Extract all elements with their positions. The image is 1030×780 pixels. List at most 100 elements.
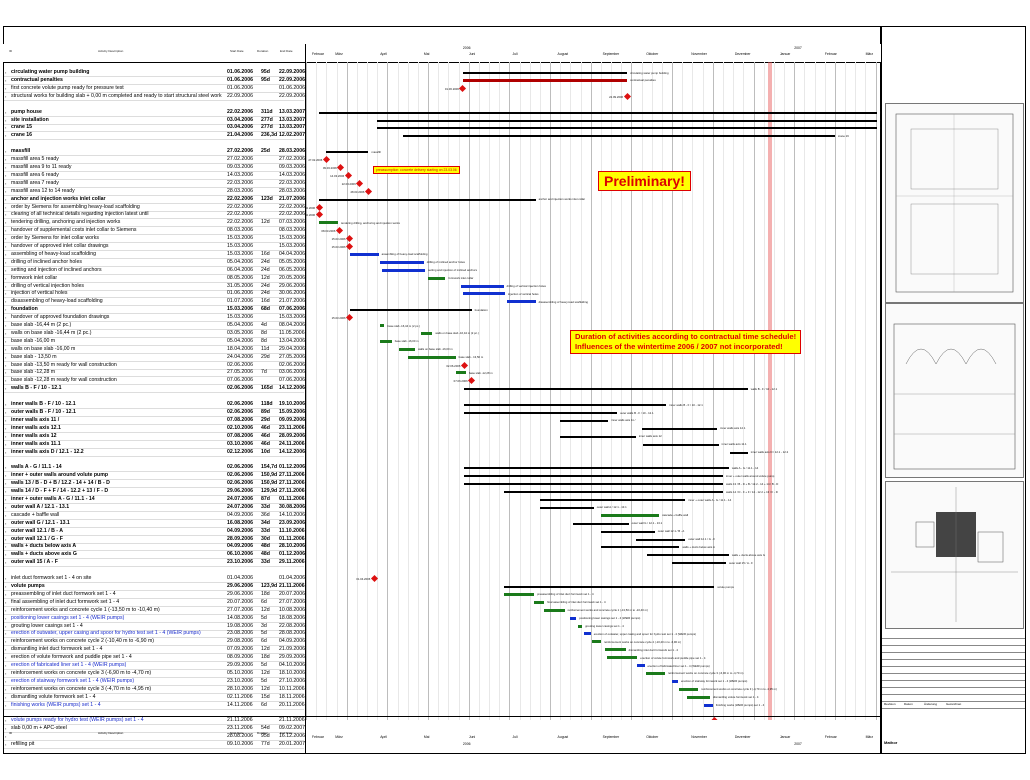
bar-label: erection of fabricated liner set 1 - 4 (… bbox=[647, 663, 710, 668]
summary-bar[interactable] bbox=[643, 443, 719, 446]
summary-bar[interactable] bbox=[464, 467, 729, 470]
summary-bar[interactable] bbox=[600, 546, 680, 549]
task-bar[interactable] bbox=[506, 300, 536, 304]
bar-label: walls on base slab -16,00 m bbox=[417, 347, 453, 352]
summary-bar[interactable] bbox=[730, 451, 748, 454]
task-bar[interactable] bbox=[407, 355, 456, 359]
milestone-marker[interactable] bbox=[459, 84, 467, 92]
summary-bar[interactable] bbox=[464, 483, 723, 486]
activity-name: circulating water pump building bbox=[11, 69, 90, 75]
summary-bar[interactable] bbox=[560, 419, 609, 422]
task-bar[interactable] bbox=[679, 687, 699, 691]
task-bar[interactable] bbox=[428, 276, 446, 280]
row-marker-icon: ▪ bbox=[5, 639, 7, 645]
activity-duration: 8d bbox=[261, 337, 267, 344]
footer-id-label: ID bbox=[9, 731, 12, 735]
summary-bar[interactable] bbox=[647, 554, 729, 557]
task-bar[interactable] bbox=[503, 592, 535, 596]
task-bar[interactable] bbox=[398, 347, 415, 351]
summary-bar[interactable] bbox=[503, 491, 723, 494]
summary-bar[interactable] bbox=[560, 435, 636, 438]
activity-name: base slab -13,50 m ready for wall constr… bbox=[11, 361, 117, 368]
task-bar[interactable] bbox=[704, 703, 713, 707]
task-bar[interactable] bbox=[380, 260, 424, 264]
bar-label: erection of stairway formwork set 1 - 4 … bbox=[680, 679, 748, 684]
summary-bar[interactable] bbox=[319, 111, 877, 114]
summary-bar[interactable] bbox=[503, 586, 715, 588]
task-bar[interactable] bbox=[420, 331, 433, 335]
activity-name: site installation bbox=[11, 116, 49, 123]
activity-end: 27.10.2006 bbox=[279, 677, 305, 684]
summary-bar[interactable] bbox=[464, 404, 667, 407]
summary-bar[interactable] bbox=[600, 530, 655, 533]
activity-start: 24.07.2006 bbox=[227, 496, 253, 502]
activity-start: 03.05.2006 bbox=[227, 329, 253, 336]
milestone-marker[interactable] bbox=[356, 179, 364, 187]
task-bar[interactable] bbox=[570, 616, 577, 620]
task-bar[interactable] bbox=[646, 671, 665, 675]
task-bar[interactable] bbox=[686, 695, 710, 699]
row-divider bbox=[4, 613, 304, 615]
task-bar[interactable] bbox=[637, 664, 645, 667]
activity-name: dismantling volute formwork set 1 - 4 bbox=[11, 693, 96, 700]
row-divider bbox=[4, 289, 304, 291]
summary-bar[interactable] bbox=[462, 72, 628, 74]
task-bar[interactable] bbox=[455, 371, 466, 375]
activity-end: 30.08.2006 bbox=[279, 503, 305, 510]
summary-bar[interactable] bbox=[464, 475, 723, 478]
activity-end: 18.11.2006 bbox=[279, 693, 305, 700]
row-divider bbox=[4, 495, 304, 497]
summary-bar[interactable] bbox=[641, 427, 718, 430]
summary-bar[interactable] bbox=[319, 198, 536, 201]
task-bar[interactable] bbox=[672, 679, 678, 683]
winter-marker bbox=[768, 62, 773, 720]
summary-bar[interactable] bbox=[539, 506, 594, 509]
activity-name: order by Siemens for inlet collar works bbox=[11, 235, 99, 242]
row-divider bbox=[4, 700, 304, 702]
task-bar[interactable] bbox=[462, 292, 506, 296]
summary-bar[interactable] bbox=[349, 309, 472, 312]
row-marker-icon: ▪ bbox=[5, 497, 7, 502]
task-bar[interactable] bbox=[380, 324, 385, 327]
summary-bar[interactable] bbox=[672, 562, 726, 565]
activity-duration: 33d bbox=[261, 559, 270, 566]
summary-bar[interactable] bbox=[464, 412, 617, 414]
milestone-date-label: 02.06.2006 bbox=[446, 363, 461, 368]
task-bar[interactable] bbox=[534, 600, 545, 604]
aenderung-col: Änderung bbox=[924, 702, 938, 706]
summary-bar[interactable] bbox=[573, 522, 629, 525]
task-bar[interactable] bbox=[319, 221, 338, 225]
task-bar[interactable] bbox=[592, 640, 601, 644]
task-bar[interactable] bbox=[462, 78, 628, 82]
task-bar[interactable] bbox=[461, 284, 504, 288]
task-bar[interactable] bbox=[577, 624, 583, 628]
row-divider bbox=[4, 566, 304, 568]
task-bar[interactable] bbox=[349, 252, 379, 256]
task-bar[interactable] bbox=[605, 648, 626, 652]
summary-bar[interactable] bbox=[403, 135, 835, 138]
milestone-marker[interactable] bbox=[344, 171, 352, 179]
activity-duration: 24d bbox=[261, 266, 270, 273]
summary-bar[interactable] bbox=[464, 388, 748, 391]
milestone-marker[interactable] bbox=[322, 156, 330, 164]
milestone-marker[interactable] bbox=[460, 361, 468, 369]
summary-bar[interactable] bbox=[326, 151, 369, 154]
task-bar[interactable] bbox=[600, 513, 660, 517]
activity-duration: 154,7d bbox=[261, 464, 278, 471]
chart-frame bbox=[3, 26, 881, 754]
row-divider bbox=[4, 542, 304, 544]
summary-bar[interactable] bbox=[635, 538, 686, 541]
row-marker-icon: ▪ bbox=[5, 378, 7, 384]
task-bar[interactable] bbox=[381, 268, 426, 272]
summary-bar[interactable] bbox=[539, 499, 686, 501]
summary-bar[interactable] bbox=[377, 127, 878, 130]
task-bar[interactable] bbox=[380, 339, 392, 343]
milestone-marker[interactable] bbox=[623, 92, 631, 100]
activity-end: 13.03.2007 bbox=[279, 108, 305, 115]
task-bar[interactable] bbox=[606, 656, 638, 660]
milestone-marker[interactable] bbox=[337, 163, 345, 172]
summary-bar[interactable] bbox=[377, 119, 878, 122]
milestone-marker[interactable] bbox=[364, 187, 373, 195]
task-bar[interactable] bbox=[583, 632, 591, 636]
task-bar[interactable] bbox=[544, 608, 565, 612]
